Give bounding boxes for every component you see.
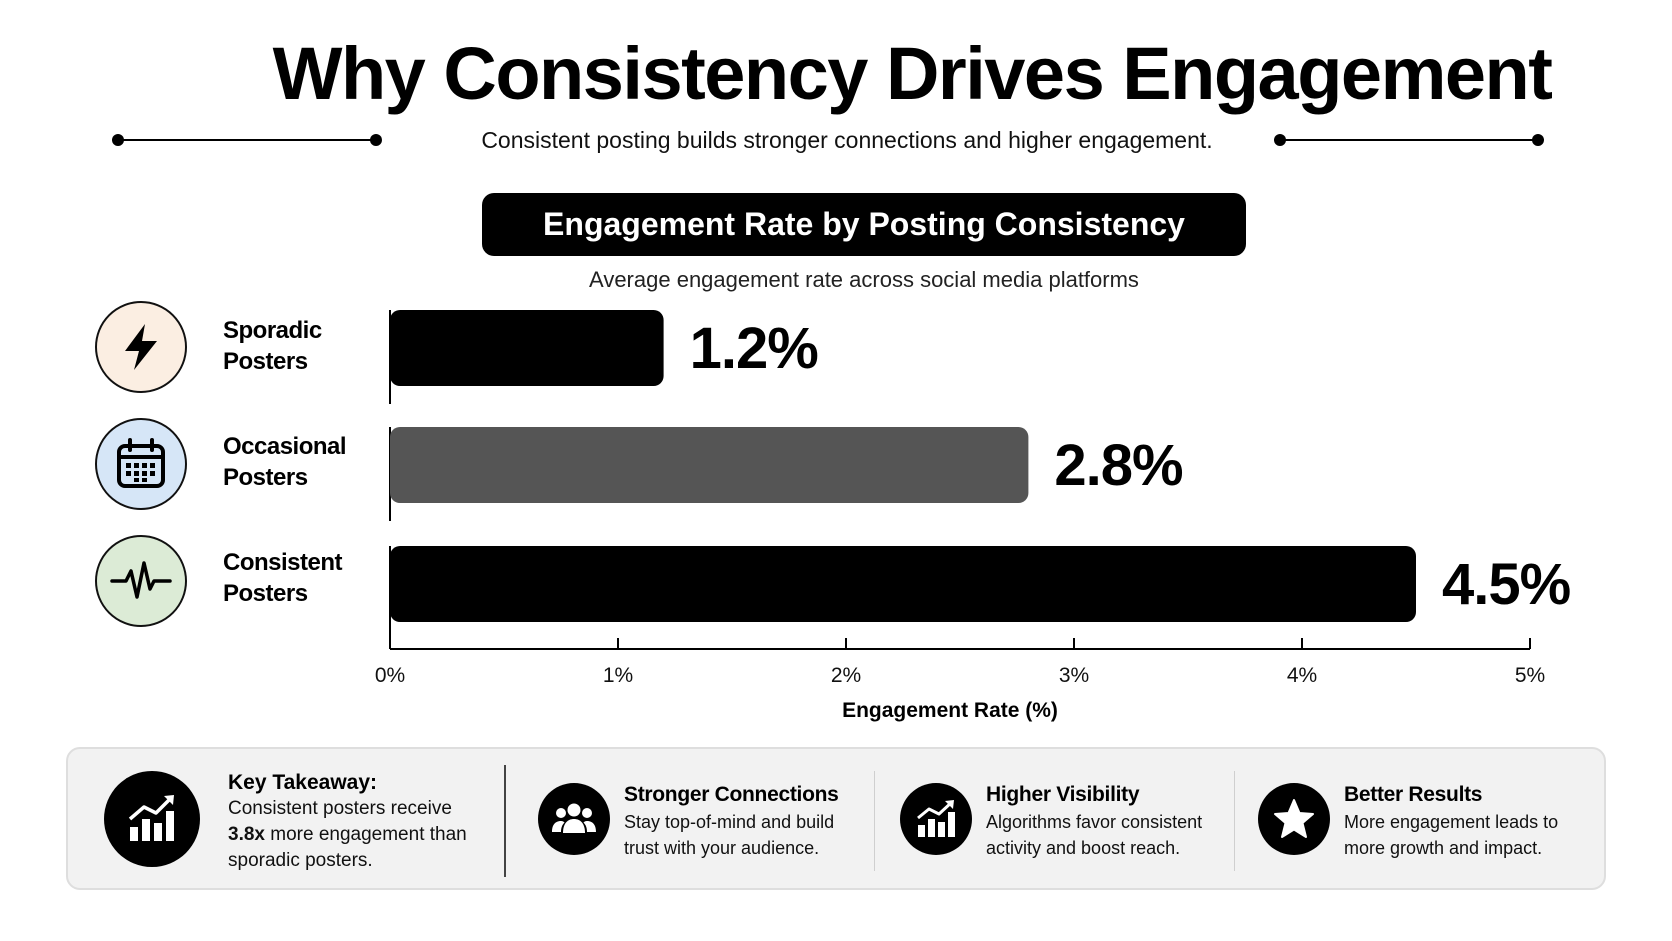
bar-value-label: 1.2%	[690, 316, 819, 381]
chart-subtitle: Average engagement rate across social me…	[589, 267, 1139, 292]
bar-1	[390, 427, 1029, 503]
bar-2	[390, 546, 1416, 622]
bar-value-label: 2.8%	[1054, 433, 1183, 498]
feature-body-connections: Stay top-of-mind and build trust with yo…	[624, 812, 835, 858]
divider-right	[1274, 134, 1544, 146]
people-icon	[538, 783, 610, 855]
page-subtitle: Consistent posting builds stronger conne…	[481, 127, 1213, 153]
feature-title-connections: Stronger Connections	[624, 783, 839, 806]
star-icon	[1258, 783, 1330, 855]
chart-title: Engagement Rate by Posting Consistency	[482, 193, 1246, 256]
panel-divider	[874, 771, 875, 871]
bar-value-label: 4.5%	[1442, 552, 1571, 617]
growth-chart-icon	[104, 771, 200, 867]
key-takeaway-highlight: 3.8x	[228, 824, 265, 845]
key-takeaway-text: more engagement than sporadic posters.	[228, 824, 467, 871]
x-tick-label: 4%	[1287, 664, 1317, 687]
x-tick-label: 5%	[1515, 664, 1545, 687]
divider-dot	[370, 134, 382, 146]
bar-0	[390, 310, 664, 386]
insights-panel: Key Takeaway: Consistent posters receive…	[66, 747, 1606, 890]
x-tick-label: 1%	[603, 664, 633, 687]
divider-dot	[112, 134, 124, 146]
category-label-line: Occasional	[223, 433, 347, 460]
category-label-line: Posters	[223, 464, 308, 491]
category-label-line: Posters	[223, 348, 308, 375]
panel-divider	[504, 765, 506, 877]
key-takeaway-body: Consistent posters receive 3.8x more eng…	[228, 796, 478, 874]
divider-dot	[1532, 134, 1544, 146]
category-label-sporadic: Sporadic Posters	[223, 315, 373, 377]
subtitle-row: Consistent posting builds stronger conne…	[112, 124, 1544, 156]
x-tick-label: 0%	[375, 664, 405, 687]
bar-chart-icon	[900, 783, 972, 855]
x-axis-title: Engagement Rate (%)	[842, 699, 1058, 722]
page-title: Why Consistency Drives Engagement	[272, 32, 1553, 115]
lightning-icon	[95, 301, 187, 393]
category-label-occasional: Occasional Posters	[223, 431, 373, 493]
feature-body-results: More engagement leads to more growth and…	[1344, 812, 1559, 858]
calendar-icon	[95, 418, 187, 510]
divider-dot	[1274, 134, 1286, 146]
x-tick-label: 2%	[831, 664, 861, 687]
category-label-line: Sporadic	[223, 317, 322, 344]
category-label-line: Posters	[223, 580, 308, 607]
heartbeat-icon	[95, 535, 187, 627]
category-label-consistent: Consistent Posters	[223, 547, 373, 609]
divider-left	[112, 134, 382, 146]
feature-body-visibility: Algorithms favor consistent activity and…	[986, 812, 1203, 858]
x-tick-label: 3%	[1059, 664, 1089, 687]
category-label-line: Consistent	[223, 549, 343, 576]
feature-title-results: Better Results	[1344, 783, 1483, 806]
feature-title-visibility: Higher Visibility	[986, 783, 1140, 806]
panel-divider	[1234, 771, 1235, 871]
key-takeaway-text: Consistent posters receive	[228, 798, 452, 819]
key-takeaway-title: Key Takeaway:	[228, 771, 378, 794]
